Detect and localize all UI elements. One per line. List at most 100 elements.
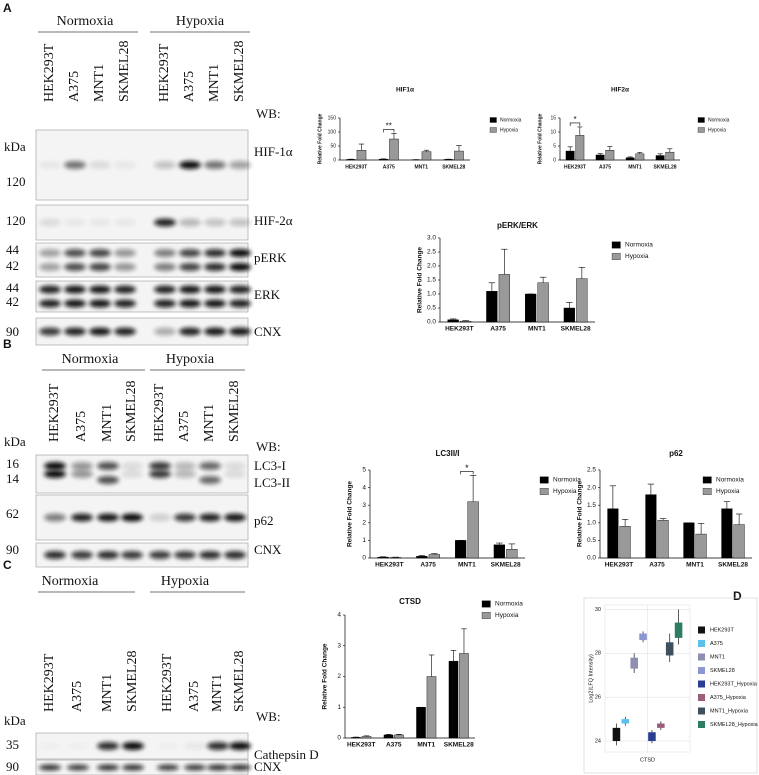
band [154,249,176,257]
lane-label: HEK293T [152,383,167,442]
band [229,249,251,257]
band [39,742,61,750]
x-tick-label: A375 [386,742,402,749]
band [179,218,201,227]
bar [605,149,615,161]
band [71,462,93,470]
band [174,513,196,522]
group-label: Normoxia [62,352,120,367]
band [114,327,136,336]
band [154,218,176,227]
band [179,299,201,308]
band [44,513,66,522]
band [71,513,93,522]
y-tick-label: 0 [362,555,366,562]
lane-label: SKMEL28 [124,381,139,442]
group-label: Hypoxia [161,574,210,589]
lane-label: MNT1 [210,674,225,712]
bar [351,737,361,739]
band [224,513,246,522]
legend-label: Normoxia [708,117,730,123]
x-tick-label: A375 [649,562,665,569]
band [114,299,136,308]
x-tick-label: HEK293T [445,326,474,333]
x-tick-label: MNT1 [414,164,428,170]
band-label: HIF-2α [254,213,293,228]
band-label: Cathepsin D [254,747,319,762]
bar [537,282,549,323]
panel-letter: D [733,589,742,603]
x-tick-label: SKMEL28 [491,562,521,569]
band [44,551,66,559]
band [149,513,171,522]
y-tick-label: 3 [337,642,341,649]
band [149,551,171,559]
bar [377,556,389,559]
kda-marker: 62 [6,506,19,521]
bar [346,159,356,161]
band [89,249,111,257]
band [121,513,143,522]
y-axis-label: Relative Fold Change [417,247,424,313]
lane-label: SKMEL28 [232,41,247,102]
bar [428,554,440,559]
legend-swatch [698,694,705,701]
chart-title: pERK/ERK [497,221,538,230]
bar [576,278,588,323]
y-tick-label: 10 [550,129,556,135]
bar [383,734,394,739]
y-tick-label: 2.0 [587,484,596,491]
bar [645,494,657,559]
legend-label: Hypoxia [500,127,518,133]
legend-swatch [611,241,621,249]
kda-marker: 120 [6,213,26,228]
band [89,327,111,336]
panel-letter: B [3,337,12,351]
kda-marker: 44 [6,242,20,257]
legend-label: MNT1_Hypoxia [710,708,749,714]
kda-marker: 90 [6,324,19,339]
kda-label: kDa [4,139,26,154]
band [199,476,221,484]
band [114,249,136,257]
group-label: Normoxia [57,14,115,29]
y-tick-label: 28 [595,651,601,657]
bar [361,736,372,739]
lane-label: SKMEL28 [227,381,242,442]
wb-label: WB: [256,106,281,121]
kda-marker: 90 [6,542,19,557]
bar [625,157,635,161]
band [229,764,251,771]
band [204,218,226,227]
band [224,462,246,470]
x-tick-label: HEK293T [345,164,367,170]
panel-letter: A [3,1,12,15]
y-tick-label: 4 [337,612,341,619]
y-axis-label: Relative Fold Change [317,113,323,164]
bar [455,540,467,559]
y-tick-label: 50 [330,143,336,149]
y-axis-label: Relative Fold Change [347,481,354,547]
legend-label: Normoxia [625,242,653,249]
box [674,622,683,638]
bar [378,158,389,161]
band [97,764,119,771]
x-tick-label: SKMEL28 [718,562,748,569]
band [154,299,176,308]
y-tick-label: 1.5 [427,277,436,284]
legend-label: Hypoxia [716,488,740,495]
band [149,462,171,470]
band [97,476,119,484]
lane-label: HEK293T [157,43,172,102]
band [64,299,86,308]
legend-swatch [481,612,491,619]
legend-label: Normoxia [500,117,522,123]
band [64,263,86,271]
bar [655,155,665,161]
bar [467,501,479,559]
x-tick-label: A375 [383,164,395,170]
band [114,285,136,294]
band [229,263,251,271]
legend-swatch [481,600,491,608]
lane-label: MNT1 [100,404,115,442]
